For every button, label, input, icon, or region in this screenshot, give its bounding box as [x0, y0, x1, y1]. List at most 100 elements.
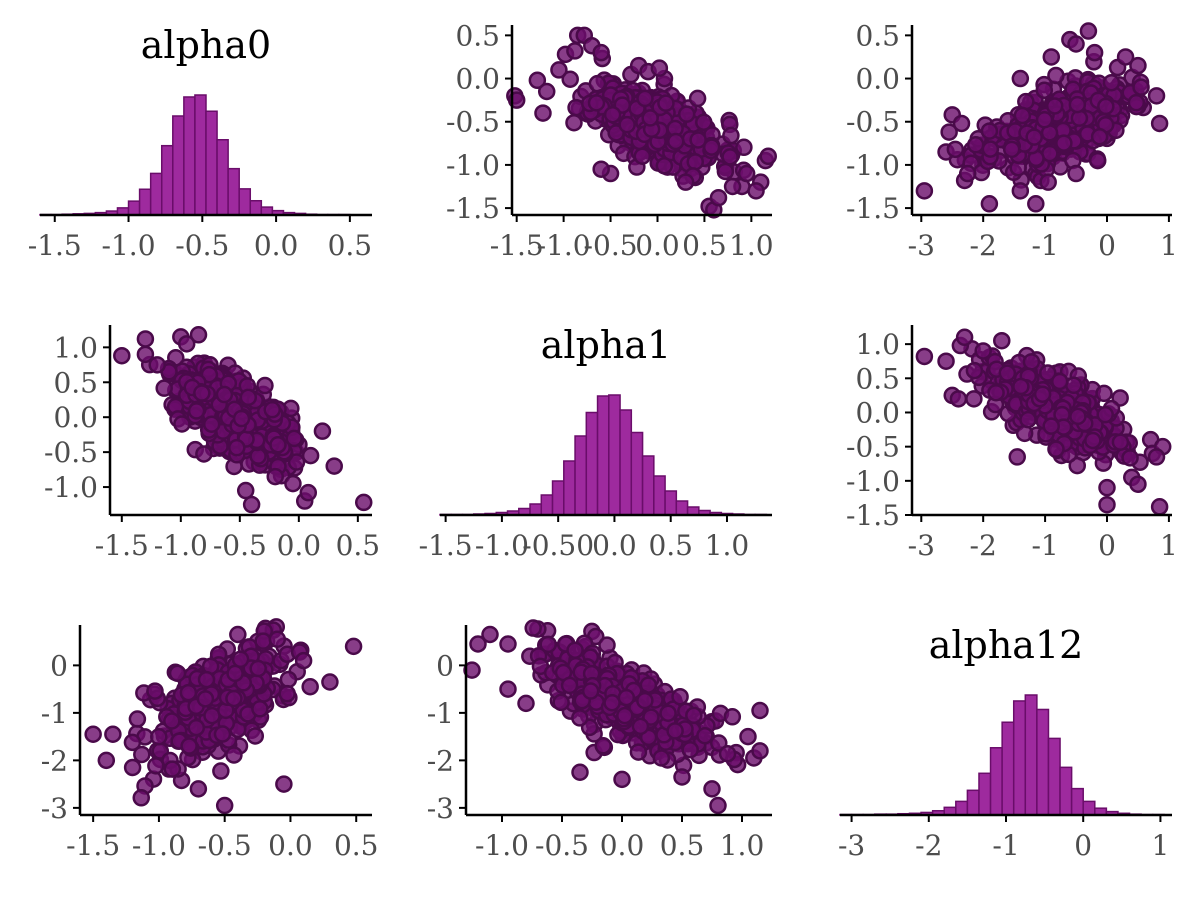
scatter-point [616, 706, 634, 725]
scatter-point [566, 42, 584, 60]
scatter-point [1150, 498, 1169, 516]
y-tick-label: -2 [427, 744, 454, 777]
x-tick-label: -1.0 [154, 529, 208, 562]
scatter-point [226, 664, 244, 683]
histogram-bar [227, 167, 240, 216]
scatter-point [1067, 164, 1085, 183]
x-tick-label: 0.0 [277, 529, 322, 562]
scatter-point [242, 495, 261, 514]
panel-title-alpha0: alpha0 [141, 23, 271, 67]
histogram-bar [608, 394, 621, 516]
scatter-point [561, 70, 579, 88]
histogram-bar [653, 475, 666, 516]
histogram-bar [216, 139, 229, 216]
scatter-point [225, 689, 243, 708]
panel-p01: 0.50.0-0.5-1.0-1.5-1.5-1.0-0.50.0 0.5 1.0 [446, 19, 777, 262]
scatter-point [1065, 376, 1083, 395]
scatter-point [1051, 372, 1069, 391]
scatter-point [603, 105, 622, 124]
scatter-point [1035, 111, 1054, 129]
x-tick-label: 1.0 [729, 229, 774, 262]
scatter-point [1084, 431, 1102, 450]
scatter-point [686, 153, 705, 171]
scatter-point [1017, 92, 1035, 111]
scatter-point [354, 493, 373, 512]
scatter-point [1068, 95, 1087, 114]
scatter-point [751, 701, 769, 720]
scatter-point [197, 670, 216, 689]
scatter-point [1102, 73, 1121, 92]
histogram-bar [641, 455, 655, 516]
panel-title-alpha1: alpha1 [541, 323, 671, 367]
histogram-bar [596, 395, 610, 516]
scatter-point [168, 664, 187, 683]
scatter-point [539, 635, 557, 654]
scatter-points [915, 22, 1169, 213]
scatter-point [132, 789, 151, 807]
scatter-point [1055, 134, 1073, 152]
histogram-bar [172, 115, 185, 216]
scatter-point [1095, 384, 1113, 403]
histogram-bars [839, 694, 1166, 816]
x-tick-label: -2 [970, 229, 997, 262]
scatter-point [263, 400, 281, 419]
y-tick-label: -3 [41, 792, 68, 825]
histogram-bar [205, 110, 218, 216]
scatter-point [617, 688, 636, 707]
scatter-point [1121, 449, 1139, 467]
y-tick-label: 0.0 [855, 396, 900, 429]
histogram-bar [1082, 800, 1096, 816]
panel-p21: 0 -1 -2 -3 -1.0 -0.5 0.0 0.5 1.0 [427, 619, 772, 862]
scatter-point [517, 694, 535, 713]
y-tick-label: -1.0 [44, 471, 98, 504]
scatter-point [655, 157, 674, 175]
x-tick-label: 0.0 [635, 229, 680, 262]
scatter-point [980, 122, 999, 140]
x-tick-label: 0 [1074, 829, 1092, 862]
scatter-point [1011, 182, 1030, 200]
scatter-point [1097, 97, 1115, 116]
scatter-point [97, 751, 116, 770]
scatter-point [636, 89, 654, 108]
x-tick-label: 0 [1098, 529, 1116, 562]
scatter-point [294, 651, 313, 670]
x-tick-label: -1.5 [490, 229, 544, 262]
scatter-point [709, 796, 727, 815]
x-tick-label: -1.5 [95, 529, 149, 562]
histogram-bar [249, 199, 263, 216]
scatter-point [215, 385, 234, 404]
histogram-bar [127, 200, 141, 216]
x-tick-label: 0.5 [682, 229, 727, 262]
scatter-point [676, 173, 695, 191]
scatter-point [1069, 407, 1087, 426]
scatter-point [671, 687, 689, 706]
scatter-point [550, 61, 568, 79]
histogram-bar [1070, 787, 1084, 816]
x-tick-label: 0.5 [648, 529, 693, 562]
scatter-point [696, 726, 714, 745]
x-tick-label: 1 [1152, 829, 1170, 862]
scatter-point [150, 728, 168, 746]
scatter-point [629, 743, 648, 761]
scatter-point [123, 758, 142, 777]
scatter-points [113, 326, 373, 514]
scatter-point [212, 762, 230, 780]
scatter-point [673, 768, 691, 786]
y-tick-label: -0.5 [446, 106, 500, 139]
histogram-bar [1059, 766, 1073, 816]
scatter-point [937, 352, 955, 370]
scatter-point [249, 659, 267, 678]
histogram-bar [1001, 721, 1015, 816]
scatter-point [1035, 81, 1054, 99]
x-tick-label: -0.50 [522, 529, 594, 562]
scatter-point [588, 74, 607, 93]
scatter-point [1047, 440, 1065, 458]
histogram-bar [551, 480, 565, 516]
histogram-bar [1036, 708, 1050, 816]
scatter-point [225, 746, 243, 764]
x-tick-label: 0 [1098, 229, 1116, 262]
x-tick-label: -0.5 [198, 829, 252, 862]
histogram-bar [138, 188, 152, 216]
scatter-point [552, 693, 570, 712]
x-tick-label: 0.5 [336, 529, 381, 562]
